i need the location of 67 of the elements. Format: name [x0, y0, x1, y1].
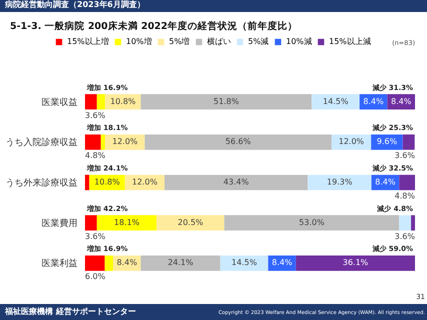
y-tick-label: 医業利益 — [42, 258, 78, 270]
bar — [399, 174, 415, 190]
data-label: 43.4% — [223, 178, 250, 186]
data-label: 4.8% — [394, 192, 416, 200]
bar — [144, 134, 332, 150]
y-tick-label: 医業費用 — [42, 218, 78, 229]
bar — [100, 134, 106, 150]
legend-label: 15%以上増 — [67, 37, 109, 46]
legend-label: 15%以上減 — [329, 37, 371, 46]
bar — [85, 94, 97, 110]
data-label: 51.8% — [214, 96, 240, 106]
bar — [224, 215, 400, 231]
data-label: 14.5% — [322, 96, 349, 106]
data-label: 20.5% — [178, 218, 204, 227]
bar — [220, 256, 268, 271]
data-label: 12.0% — [338, 137, 364, 146]
data-label: 3.6% — [394, 232, 416, 241]
bar — [140, 256, 220, 271]
data-label: 8.4% — [272, 258, 293, 268]
data-label: 12.0% — [132, 178, 158, 186]
data-label: 3.6% — [85, 110, 106, 120]
data-label: 24.1% — [168, 258, 194, 268]
bar — [85, 256, 105, 271]
data-label: 9.6% — [376, 137, 398, 146]
bar — [308, 174, 372, 190]
data-label: 14.5% — [232, 258, 258, 268]
y-tick-label: 医業収益 — [42, 96, 78, 108]
legend-label: 横ばい — [207, 37, 231, 46]
bar — [85, 215, 97, 231]
bar — [85, 134, 101, 150]
y-tick-label: うち入院診療収益 — [6, 137, 78, 148]
data-label: 8.4% — [116, 258, 138, 268]
data-label: 6.0% — [85, 272, 106, 282]
data-label: 36.1% — [342, 258, 369, 268]
data-label: 10.8% — [94, 178, 120, 186]
bar — [164, 174, 308, 190]
bar — [312, 94, 360, 110]
data-label: 53.0% — [299, 218, 325, 227]
data-label: 18.1% — [114, 218, 140, 227]
bar — [296, 256, 415, 271]
legend-label: 10%減 — [286, 37, 312, 46]
chart-title: 5-1-3. 一般病院 200床未満 2022年度の経営状況（前年度比） — [10, 20, 298, 32]
data-label: 8.4% — [390, 96, 412, 106]
bar — [140, 94, 312, 110]
bar — [156, 215, 224, 231]
data-label: 8.4% — [375, 178, 396, 186]
data-label: 3.6% — [394, 151, 416, 160]
bar — [402, 134, 415, 150]
data-label: 19.3% — [326, 178, 353, 186]
legend-label: 10%増 — [126, 37, 152, 46]
legend-label: 5%減 — [248, 37, 269, 46]
data-label: 12.0% — [112, 137, 138, 146]
data-label: 4.8% — [85, 151, 106, 160]
bar — [85, 174, 90, 190]
text: 福祉医療機構 経営サポートセンター — [4, 306, 136, 316]
data-label: 10.8% — [110, 96, 136, 106]
bar — [104, 256, 114, 271]
data-label: 3.6% — [85, 232, 106, 241]
y-tick-label: うち外来診療収益 — [6, 178, 78, 188]
data-label: 8.4% — [363, 96, 384, 106]
bar — [411, 215, 415, 231]
bar — [96, 94, 106, 110]
bar — [96, 215, 157, 231]
legend-label: 5%増 — [169, 37, 190, 46]
text: 病院経営動向調査（2023年6月調査） — [4, 0, 145, 9]
data-label: 56.6% — [225, 137, 252, 146]
bar — [399, 215, 412, 231]
